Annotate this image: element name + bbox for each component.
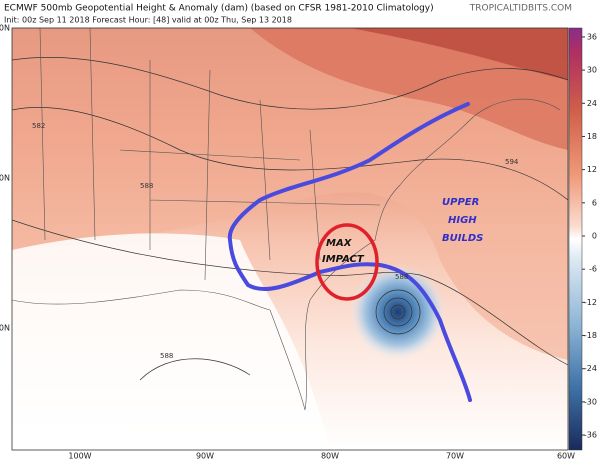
subtitle: Init: 00z Sep 11 2018 Forecast Hour: [48… bbox=[4, 16, 292, 25]
colorbar-tick-label: 6 bbox=[592, 198, 597, 207]
lon-label: 70W bbox=[446, 452, 464, 461]
map: UPPER HIGH BUILDS MAX IMPACT 582 588 594… bbox=[12, 28, 568, 450]
coastlines bbox=[12, 28, 561, 411]
impact-circle bbox=[315, 223, 379, 301]
map-frame bbox=[11, 27, 569, 451]
site-label: TROPICALTIDBITS.COM bbox=[469, 4, 572, 14]
anomaly-zone bbox=[12, 28, 568, 360]
max-impact-annotation: MAX IMPACT bbox=[322, 238, 365, 265]
annotation-text: MAX bbox=[326, 238, 353, 249]
lon-label: 100W bbox=[68, 452, 91, 461]
anomaly-zone bbox=[350, 28, 568, 80]
colorbar-tick-label: 18 bbox=[587, 132, 597, 141]
longitude-labels: 100W 90W 80W 70W 60W bbox=[68, 452, 575, 461]
colorbar-tick-label: -12 bbox=[584, 298, 597, 307]
contours bbox=[12, 57, 568, 381]
lon-label: 90W bbox=[196, 452, 214, 461]
contour-label: 594 bbox=[505, 158, 519, 166]
colorbar-tick-label: -36 bbox=[584, 431, 597, 440]
contour-label: 588 bbox=[140, 182, 153, 190]
contour-label: 588 bbox=[395, 273, 408, 281]
title: ECMWF 500mb Geopotential Height & Anomal… bbox=[4, 4, 434, 14]
lon-label: 80W bbox=[321, 452, 339, 461]
annotation-text: IMPACT bbox=[322, 254, 365, 265]
lat-label: 30N bbox=[0, 324, 10, 333]
annotation-text: BUILDS bbox=[442, 233, 483, 244]
upper-high-annotation: UPPER HIGH BUILDS bbox=[442, 197, 483, 244]
annotation-text: HIGH bbox=[448, 215, 477, 226]
colorbar-tick-label: 24 bbox=[587, 99, 597, 108]
colorbar-tick-label: 36 bbox=[587, 32, 597, 41]
colorbar bbox=[568, 27, 583, 451]
lon-label: 60W bbox=[557, 452, 575, 461]
colorbar-tick-label: -30 bbox=[584, 397, 597, 406]
colorbar-tick-label: 30 bbox=[587, 66, 597, 75]
contour-label: 588 bbox=[160, 352, 173, 360]
contour-labels: 582 588 594 588 588 bbox=[32, 122, 519, 360]
colorbar-ticks: 36 30 24 18 12 6 0 -6 -12 -18 -24 -30 -36 bbox=[582, 32, 597, 440]
annotation-text: UPPER bbox=[442, 197, 479, 208]
latitude-labels: 50N 40N 30N bbox=[0, 24, 10, 333]
colorbar-tick-label: 0 bbox=[592, 232, 597, 241]
lat-label: 50N bbox=[0, 24, 10, 33]
contour-label: 582 bbox=[32, 122, 45, 130]
lat-label: 40N bbox=[0, 174, 10, 183]
storm-track bbox=[227, 102, 472, 402]
colorbar-tick-label: -6 bbox=[589, 265, 597, 274]
colorbar-tick-label: 12 bbox=[587, 165, 597, 174]
colorbar-tick-label: -18 bbox=[584, 331, 597, 340]
colorbar-tick-label: -24 bbox=[584, 364, 597, 373]
